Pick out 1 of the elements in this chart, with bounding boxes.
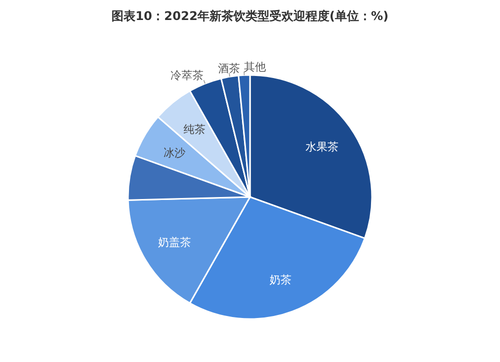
title: 图表10：2022年新茶饮类型受欢迎程度(单位：%) [111,9,389,23]
